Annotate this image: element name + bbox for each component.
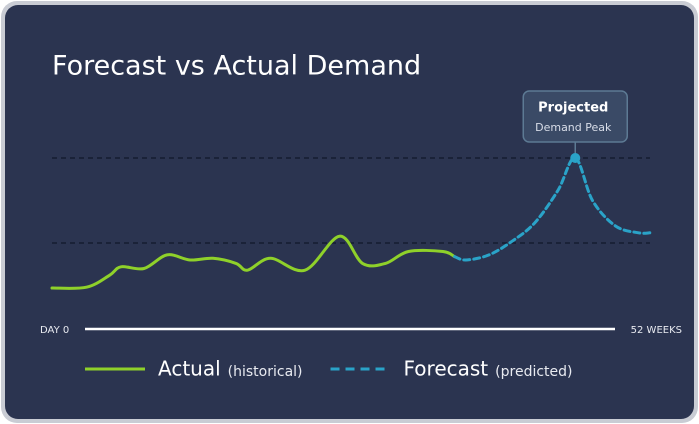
x-axis-start-label: DAY 0 <box>40 325 69 336</box>
annotation-box <box>522 90 628 143</box>
plot: Projected Demand Peak <box>50 90 652 290</box>
series-line <box>50 234 456 290</box>
annotation-point <box>570 153 581 163</box>
series-line <box>453 156 652 262</box>
legend-note: (historical) <box>228 364 303 380</box>
legend-label: Actual <box>158 357 221 381</box>
legend: Actual (historical) Forecast (predicted) <box>85 357 573 381</box>
x-axis-end-label: 52 WEEKS <box>631 325 682 336</box>
legend-note: (predicted) <box>495 364 572 380</box>
legend-label: Forecast <box>404 357 489 381</box>
annotation-subtitle: Demand Peak <box>535 121 612 134</box>
annotation-title: Projected <box>538 101 608 116</box>
chart-title: Forecast vs Actual Demand <box>52 51 421 82</box>
card <box>5 5 694 419</box>
